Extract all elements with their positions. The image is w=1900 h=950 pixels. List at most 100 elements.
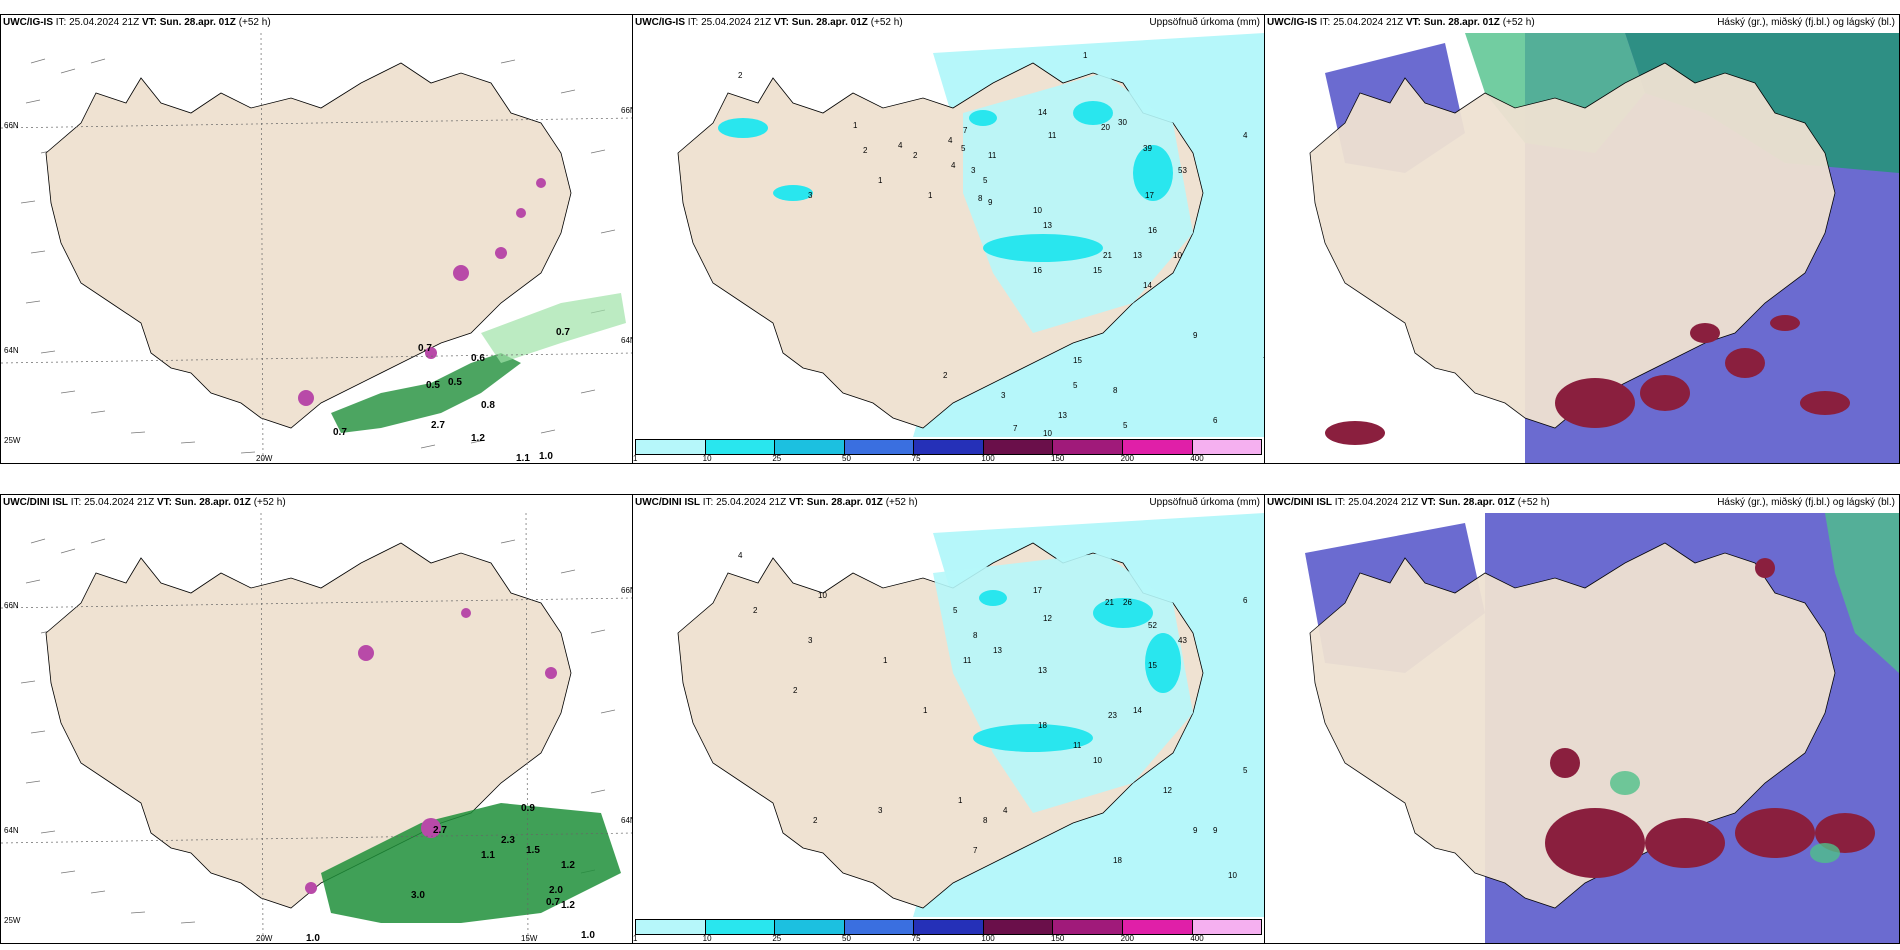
precip-map: 2 1 2 4 2 1 3 4 5 3 4 5 1 7 8 11 9 10 14… [677, 33, 1264, 437]
wind-label: 1.2 [561, 900, 575, 911]
legend-tick-label: 200 [1120, 454, 1135, 463]
precip-value: 8 [973, 631, 978, 640]
legend-tick-label: 100 [981, 934, 995, 943]
green-light-band [481, 293, 626, 363]
precip-value: 4 [1243, 131, 1248, 140]
legend-swatch [1053, 920, 1123, 934]
wind-label: 0.5 [426, 380, 440, 391]
precip-value: 5 [983, 176, 988, 185]
panel-title-right: Háský (gr.), miðský (fj.bl.) og lágský (… [1717, 17, 1895, 28]
wind-barbs [20, 58, 616, 454]
precip-value: 7 [973, 846, 978, 855]
precip-value: 20 [1101, 123, 1110, 132]
precip-value: 2 [738, 71, 743, 80]
wind-value-labels: 0.9 2.7 1.1 1.2 3.0 2.0 0.7 1.2 1.0 1.0 … [306, 803, 595, 943]
wind-label: 0.7 [546, 897, 560, 908]
precip-value: 16 [1148, 226, 1157, 235]
precip-value: 10 [1228, 871, 1237, 880]
precip-value: 9 [988, 198, 993, 207]
precip-value: 18 [1038, 721, 1047, 730]
panel-wind-row1: UWC/IG-IS IT: 25.04.2024 21Z VT: Sun. 28… [0, 14, 633, 464]
green-precip-band [331, 353, 521, 433]
precip-value: 15 [1073, 356, 1082, 365]
precip-value: 4 [1003, 806, 1008, 815]
precip-value: 14 [1038, 108, 1047, 117]
precip-value: 5 [1123, 421, 1128, 430]
wind-label: 0.7 [418, 343, 432, 354]
precip-value: 12 [1163, 786, 1172, 795]
precip-value: 9 [1193, 826, 1198, 835]
axis-label-lon-a: 20W [256, 934, 273, 943]
precip-value: 21 [1105, 598, 1114, 607]
panel-title-right: Uppsöfnuð úrkoma (mm) [1149, 497, 1260, 508]
precip-value: 7 [1263, 356, 1264, 365]
legend-swatch [844, 440, 915, 454]
magenta-spots [298, 178, 546, 406]
iceland-land [45, 542, 572, 909]
precip-value: 13 [1043, 221, 1052, 230]
precip-value: 14 [1143, 281, 1152, 290]
wind-label: 1.0 [539, 451, 553, 462]
legend-tick-label: 75 [911, 454, 921, 463]
axis-label-lat-mid: 64N [4, 346, 19, 355]
legend-swatch [636, 920, 706, 934]
precip-value: 23 [1108, 711, 1117, 720]
legend-tick-label: 400 [1190, 934, 1204, 943]
grid-lat-64 [1, 352, 632, 364]
grid-lon-15w [525, 513, 529, 943]
precip-value: 8 [983, 816, 988, 825]
panel-header: UWC/IG-IS IT: 25.04.2024 21Z VT: Sun. 28… [3, 17, 271, 28]
wind-label: 0.7 [556, 327, 570, 338]
panel-cloud-row2: UWC/DINI ISL IT: 25.04.2024 21Z VT: Sun.… [1264, 494, 1900, 944]
precip-value: 13 [993, 646, 1002, 655]
wind-label: 0.5 [448, 377, 462, 388]
precip-value: 18 [1113, 856, 1122, 865]
cloud-map [1309, 33, 1899, 463]
legend-swatch [914, 920, 984, 934]
precip-number-labels: 2 1 2 4 2 1 3 4 5 3 4 5 1 7 8 11 9 10 14… [738, 51, 1264, 437]
axis-label-lat-top: 66N [4, 121, 19, 130]
precip-value: 13 [1058, 411, 1067, 420]
precip-number-labels: 4 10 2 3 1 2 1 5 8 11 13 17 21 26 52 43 … [738, 551, 1248, 880]
precip-value: 53 [1178, 166, 1187, 175]
iceland-land [45, 62, 572, 429]
precip-value: 16 [1033, 266, 1042, 275]
precip-value: 13 [1133, 251, 1142, 260]
precip-value: 1 [958, 796, 963, 805]
precip-value: 13 [1038, 666, 1047, 675]
wind-label: 2.0 [549, 885, 563, 896]
wind-label: 2.7 [431, 420, 445, 431]
legend-swatch [775, 440, 845, 454]
legend-tick-label: 1 [633, 454, 638, 463]
precip-value: 8 [1113, 386, 1118, 395]
precip-value: 6 [1213, 416, 1218, 425]
legend-swatch [1053, 440, 1123, 454]
precip-value: 7 [963, 126, 968, 135]
precip-value: 9 [1193, 331, 1198, 340]
precip-value: 1 [878, 176, 883, 185]
panel-cloud-row1: UWC/IG-IS IT: 25.04.2024 21Z VT: Sun. 28… [1264, 14, 1900, 464]
legend-swatch [914, 440, 984, 454]
legend-tick-label: 400 [1190, 454, 1204, 463]
grid-lat-64 [1, 832, 632, 844]
precip-value: 2 [913, 151, 918, 160]
panel-precip-row1: UWC/IG-IS IT: 25.04.2024 21Z VT: Sun. 28… [632, 14, 1265, 464]
axis-label-lon-b: 15W [521, 934, 538, 943]
legend-tick-label: 50 [842, 454, 851, 463]
iceland-land [1309, 542, 1836, 909]
legend-tick-label: 200 [1120, 934, 1135, 943]
precip-value: 3 [1001, 391, 1006, 400]
legend-swatch [705, 920, 776, 934]
wind-label: 0.7 [333, 427, 347, 438]
panel-title-right: Uppsöfnuð úrkoma (mm) [1149, 17, 1260, 28]
grid-lon-20w [260, 513, 264, 943]
panel-header: UWC/DINI ISL IT: 25.04.2024 21Z VT: Sun.… [3, 497, 286, 508]
precip-value: 10 [1173, 251, 1182, 260]
wind-label: 1.2 [561, 860, 575, 871]
axis-label-right-top: 66N [621, 586, 632, 595]
precip-value: 3 [808, 191, 813, 200]
precip-value: 2 [863, 146, 868, 155]
grid-lat-66 [1, 597, 632, 609]
precip-legend: 1 10 25 50 75 100 150 200 400 [633, 437, 1264, 463]
axis-label-lat-bot: 25W [4, 436, 21, 445]
